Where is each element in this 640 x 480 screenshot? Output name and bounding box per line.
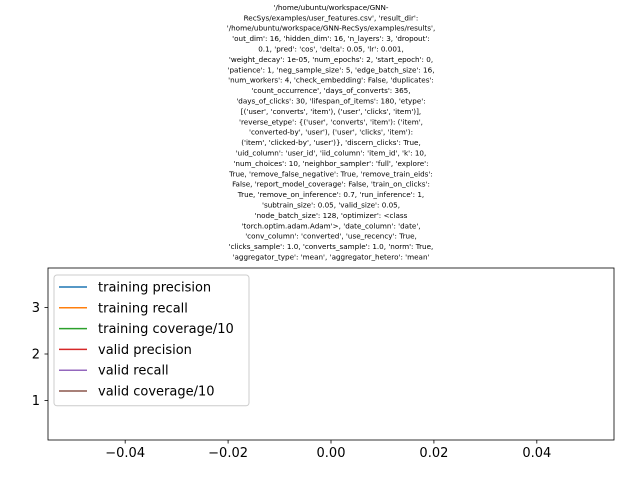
legend-label: training coverage/10	[98, 322, 234, 337]
title-line: RecSys/examples/user_features.csv', 'res…	[244, 13, 419, 22]
title-line: 'num_workers': 4, 'check_embedding': Fal…	[228, 76, 434, 85]
title-line: [('user', 'converts', 'item'), ('user', …	[241, 107, 421, 116]
x-tick-label: 0.00	[317, 446, 346, 461]
legend-label: training precision	[98, 281, 211, 296]
x-tick-label: −0.02	[208, 446, 248, 461]
x-tick-label: 0.04	[522, 446, 551, 461]
title-line: 0.1, 'pred': 'cos', 'delta': 0.05, 'lr':…	[258, 45, 404, 54]
legend-label: training recall	[98, 301, 188, 316]
title-line: True, 'remove_on_inference': 0.7, 'run_i…	[237, 190, 424, 199]
y-axis: 1 2 3	[32, 301, 48, 409]
title-line: 'converted-by', 'user'), ('user', 'click…	[249, 128, 413, 137]
title-line: 'uid_column': 'user_id', 'iid_column': '…	[236, 149, 427, 158]
title-line: 'clicks_sample': 1.0, 'converts_sample':…	[229, 242, 434, 251]
title-line: '/home/ubuntu/workspace/GNN-RecSys/examp…	[227, 24, 436, 33]
x-tick-label: 0.02	[419, 446, 448, 461]
legend-label: valid recall	[98, 364, 169, 379]
x-tick-label: −0.04	[105, 446, 145, 461]
title-line: 'subtrain_size': 0.05, 'valid_size': 0.0…	[262, 201, 400, 210]
title-line: 'reverse_etype': {('user', 'converts', '…	[239, 117, 423, 126]
title-line: '/home/ubuntu/workspace/GNN-	[273, 3, 388, 12]
legend-label: valid precision	[98, 343, 192, 358]
title-line: 'torch.optim.adam.Adam'>, 'date_column':…	[241, 221, 420, 230]
title-line: 'patience': 1, 'neg_sample_size': 5, 'ed…	[227, 65, 434, 74]
title-line: 'conv_column': 'converted', 'use_recency…	[245, 232, 417, 241]
title-line: 'days_of_clicks': 30, 'lifespan_of_items…	[236, 97, 425, 106]
y-tick-label: 3	[32, 301, 40, 316]
title-line: ('item', 'clicked-by', 'user')}, 'discer…	[241, 138, 421, 147]
title-line: 'aggregator_type': 'mean', 'aggregator_h…	[233, 253, 430, 262]
y-tick-label: 2	[32, 348, 40, 363]
chart-title: '/home/ubuntu/workspace/GNN-RecSys/examp…	[227, 3, 436, 262]
title-line: 'count_occurrence', 'days_of_converts': …	[251, 86, 410, 95]
legend-box	[53, 274, 250, 407]
y-tick-label: 1	[32, 394, 40, 409]
title-line: 'node_batch_size': 128, 'optimizer': <cl…	[255, 211, 408, 220]
title-line: 'num_choices': 10, 'neighbor_sampler': '…	[233, 159, 428, 168]
legend: training precision training recall trainin…	[53, 274, 250, 407]
legend-label: valid coverage/10	[98, 385, 215, 400]
title-line: 'weight_decay': 1e-05, 'num_epochs': 2, …	[229, 55, 433, 64]
title-line: 'out_dim': 16, 'hidden_dim': 16, 'n_laye…	[232, 34, 430, 43]
x-axis: −0.04 −0.02 0.00 0.02 0.04	[105, 440, 551, 461]
title-line: True, 'remove_false_negative': True, 're…	[228, 169, 433, 178]
title-line: False, 'report_model_coverage': False, '…	[232, 180, 430, 189]
